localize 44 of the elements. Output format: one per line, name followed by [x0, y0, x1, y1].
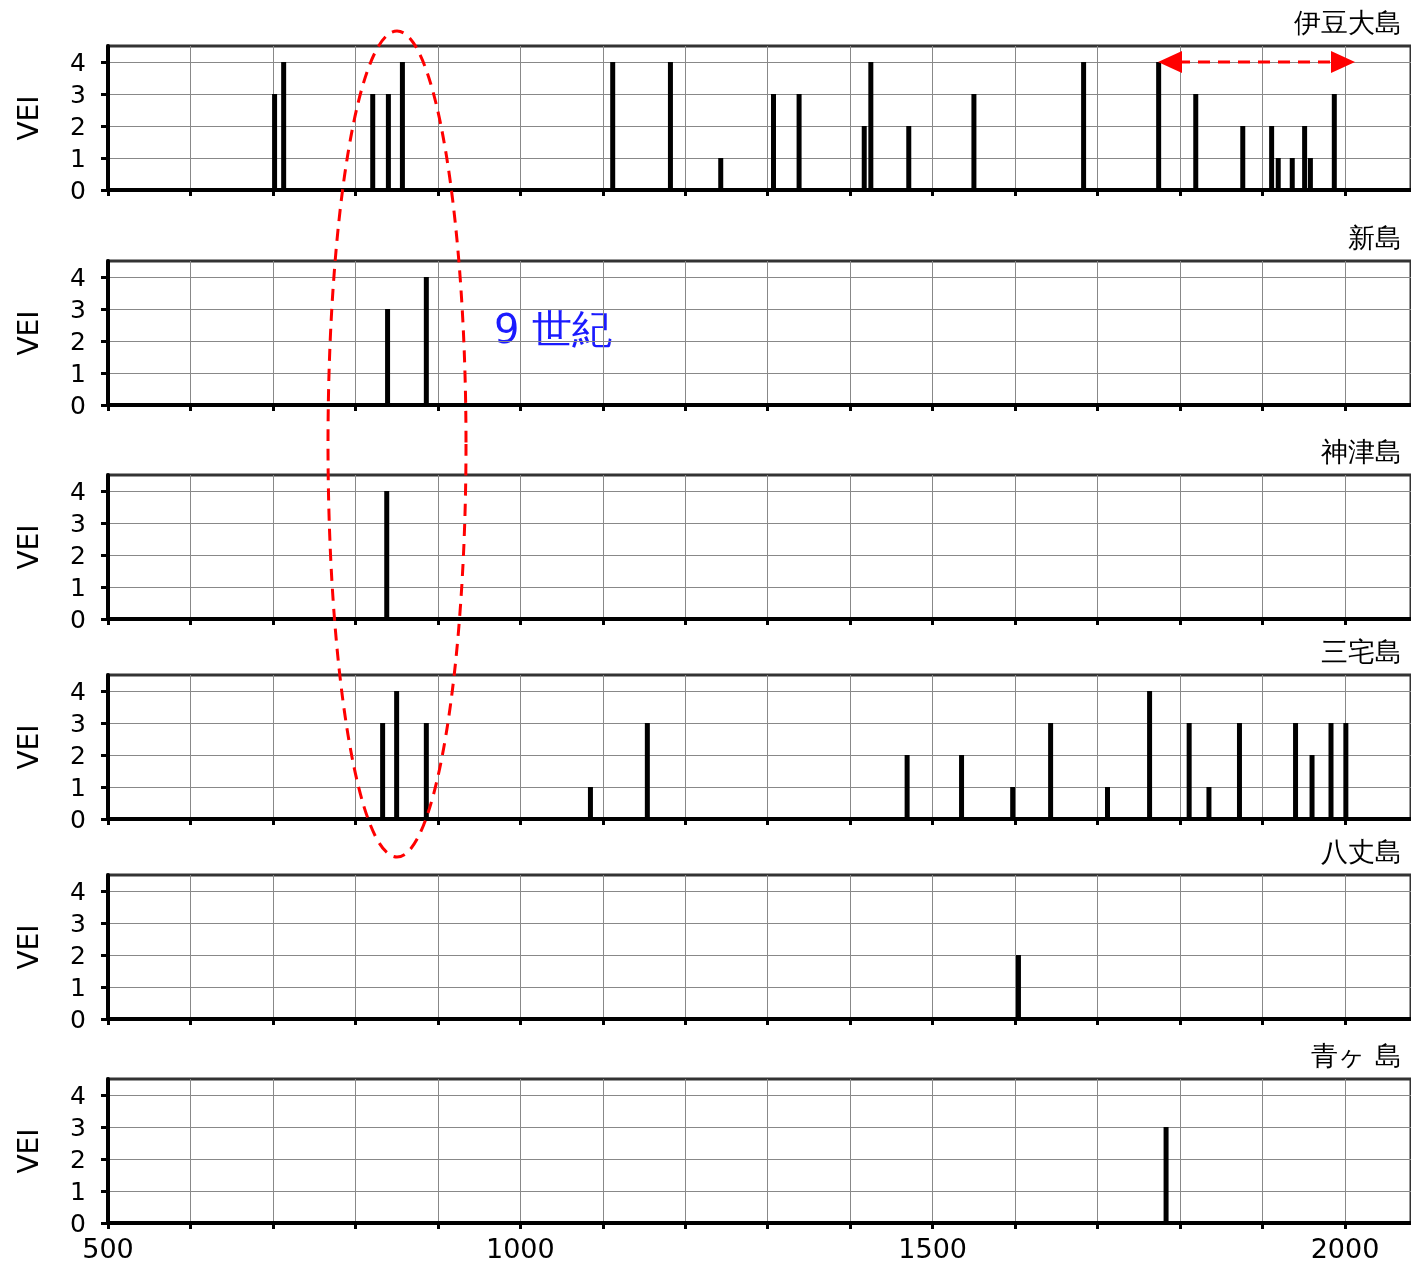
y-tick-label: 4	[70, 676, 86, 706]
chart-title: 青ヶ 島	[1311, 1040, 1403, 1071]
y-tick-label: 1	[70, 1176, 86, 1206]
y-axis-title: VEI	[11, 310, 45, 356]
y-tick-label: 3	[70, 908, 86, 938]
y-tick-label: 0	[70, 390, 86, 420]
chart-title: 新島	[1348, 222, 1402, 253]
y-tick-label: 4	[70, 262, 86, 292]
y-tick-label: 0	[70, 175, 86, 205]
y-tick-label: 1	[70, 772, 86, 802]
y-tick-label: 2	[70, 540, 86, 570]
y-tick-label: 2	[70, 940, 86, 970]
y-tick-label: 2	[70, 111, 86, 141]
y-tick-label: 4	[70, 476, 86, 506]
y-axis-title: VEI	[11, 724, 45, 770]
y-tick-label: 3	[70, 708, 86, 738]
x-tick-label: 2000	[1310, 1233, 1380, 1264]
y-tick-label: 1	[70, 572, 86, 602]
chart-title: 八丈島	[1321, 836, 1402, 867]
y-axis-title: VEI	[11, 95, 45, 141]
x-tick-label: 1500	[898, 1233, 968, 1264]
chart-title: 三宅島	[1321, 636, 1402, 667]
chart-title: 伊豆大島	[1294, 7, 1402, 38]
y-tick-label: 1	[70, 143, 86, 173]
y-tick-label: 3	[70, 79, 86, 109]
x-tick-label: 1000	[485, 1233, 555, 1264]
y-tick-label: 0	[70, 1004, 86, 1034]
y-axis-title: VEI	[11, 924, 45, 970]
y-tick-label: 4	[70, 47, 86, 77]
y-tick-label: 0	[70, 804, 86, 834]
y-tick-label: 2	[70, 1144, 86, 1174]
y-tick-label: 2	[70, 326, 86, 356]
y-tick-label: 3	[70, 508, 86, 538]
y-tick-label: 3	[70, 294, 86, 324]
y-tick-label: 0	[70, 604, 86, 634]
y-tick-label: 4	[70, 1080, 86, 1110]
y-tick-label: 2	[70, 740, 86, 770]
y-axis-title: VEI	[11, 1128, 45, 1174]
y-tick-label: 4	[70, 876, 86, 906]
y-tick-label: 3	[70, 1112, 86, 1142]
y-axis-title: VEI	[11, 524, 45, 570]
y-tick-label: 1	[70, 972, 86, 1002]
chart-title: 神津島	[1321, 436, 1402, 467]
y-tick-label: 1	[70, 358, 86, 388]
